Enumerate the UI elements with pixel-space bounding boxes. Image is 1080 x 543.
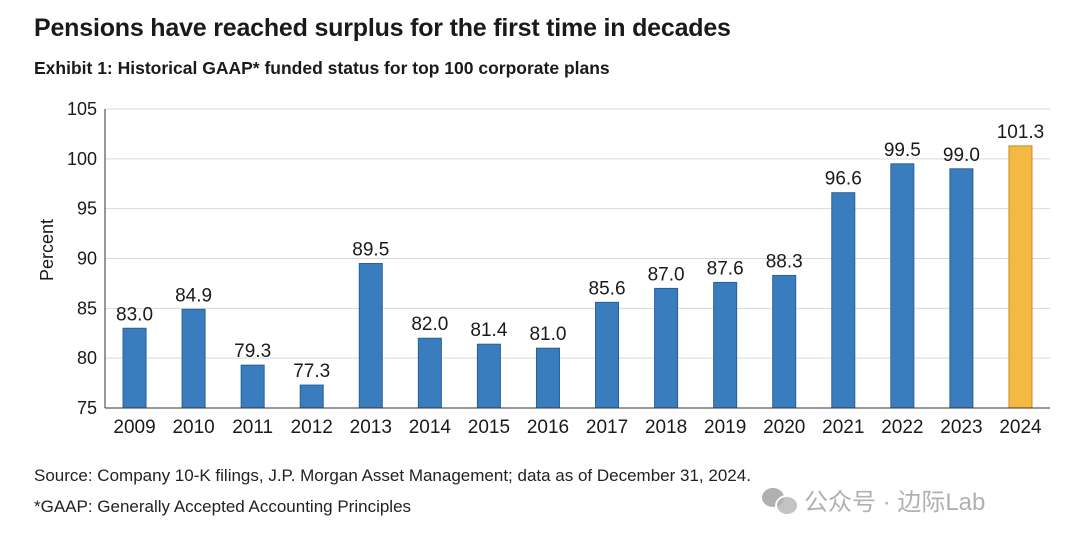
data-label-2010: 84.9 — [175, 285, 212, 306]
x-tick-label: 2011 — [232, 417, 273, 438]
watermark-text: 公众号 · 边际Lab — [804, 489, 986, 516]
bars — [122, 145, 1033, 409]
bar-2020 — [772, 274, 797, 409]
x-tick-label: 2014 — [409, 417, 452, 438]
bar-2013 — [358, 262, 383, 409]
x-tick-label: 2023 — [940, 417, 982, 438]
data-label-2012: 77.3 — [293, 361, 330, 382]
y-tick-label: 95 — [77, 199, 97, 219]
data-labels: 83.0 84.9 79.3 77.3 89.5 82.0 81.4 81.0 85.6 87.0… — [116, 122, 1044, 382]
data-label-2019: 87.6 — [707, 258, 744, 279]
axes: 75 80 85 90 95 100 105 2009 2010 2011 2012 2013 2014… — [67, 99, 1050, 438]
x-tick-label: 2022 — [881, 417, 923, 438]
x-tick-label: 2020 — [763, 417, 805, 438]
source-note: Source: Company 10-K filings, J.P. Morga… — [34, 466, 751, 485]
y-tick-label: 105 — [67, 99, 97, 119]
bar-2024 — [1008, 145, 1033, 409]
bar-2022 — [890, 163, 915, 409]
data-label-2013: 89.5 — [352, 239, 389, 260]
data-label-2022: 99.5 — [884, 140, 921, 161]
bar-2018 — [654, 287, 679, 409]
chart-title: Pensions have reached surplus for the fi… — [34, 14, 731, 42]
bar-2021 — [831, 192, 856, 409]
data-label-2021: 96.6 — [825, 169, 862, 190]
bar-2016 — [535, 347, 560, 409]
footnote: *GAAP: Generally Accepted Accounting Pri… — [34, 497, 412, 516]
bar-2023 — [949, 168, 974, 409]
y-tick-label: 90 — [77, 249, 97, 269]
bar-2015 — [476, 343, 501, 409]
bar-2012 — [299, 384, 324, 409]
wechat-icon — [762, 486, 799, 516]
watermark: 公众号 · 边际Lab — [762, 482, 985, 517]
bar-2011 — [240, 364, 265, 409]
y-tick-label: 75 — [77, 398, 97, 418]
x-tick-label: 2024 — [999, 417, 1042, 438]
data-label-2015: 81.4 — [470, 320, 507, 341]
bar-2009 — [122, 327, 147, 409]
data-label-2011: 79.3 — [234, 341, 271, 362]
bar-2010 — [181, 308, 206, 409]
y-tick-label: 80 — [77, 348, 97, 368]
y-tick-label: 85 — [77, 298, 97, 318]
x-tick-label: 2010 — [172, 417, 214, 438]
data-label-2014: 82.0 — [411, 314, 448, 335]
bar-chart: 75 80 85 90 95 100 105 2009 2010 2011 2012 2013 2014… — [37, 99, 1050, 438]
x-tick-label: 2009 — [113, 417, 155, 438]
x-tick-label: 2016 — [527, 417, 569, 438]
data-label-2018: 87.0 — [648, 264, 685, 285]
data-label-2017: 85.6 — [589, 278, 626, 299]
x-tick-label: 2012 — [291, 417, 333, 438]
data-label-2009: 83.0 — [116, 304, 153, 325]
y-tick-label: 100 — [67, 149, 97, 169]
x-tick-label: 2019 — [704, 417, 746, 438]
bar-2014 — [417, 337, 442, 409]
x-tick-label: 2018 — [645, 417, 687, 438]
bar-2017 — [595, 301, 620, 409]
data-label-2024: 101.3 — [997, 122, 1045, 143]
x-tick-label: 2017 — [586, 417, 628, 438]
data-label-2020: 88.3 — [766, 251, 803, 272]
data-label-2023: 99.0 — [943, 145, 980, 166]
bar-2019 — [713, 281, 738, 409]
x-tick-label: 2015 — [468, 417, 510, 438]
x-tick-label: 2021 — [822, 417, 864, 438]
y-axis-label: Percent — [37, 219, 57, 281]
data-label-2016: 81.0 — [529, 324, 566, 345]
x-tick-label: 2013 — [350, 417, 392, 438]
chart-subtitle: Exhibit 1: Historical GAAP* funded statu… — [34, 58, 610, 78]
